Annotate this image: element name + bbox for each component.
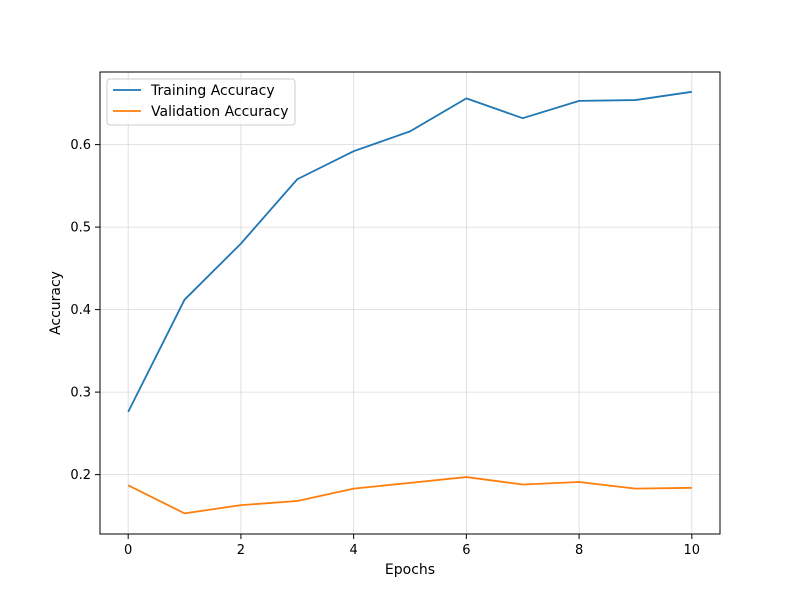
plot-area-frame xyxy=(99,71,721,535)
x-axis-label: Epochs xyxy=(385,562,435,578)
x-tick-label: 8 xyxy=(575,543,583,558)
legend-label-0: Training Accuracy xyxy=(150,83,275,99)
y-tick-label: 0.3 xyxy=(70,386,91,401)
legend-box xyxy=(106,78,296,126)
legend: Training Accuracy Validation Accuracy xyxy=(106,78,296,126)
x-tick-label: 4 xyxy=(349,543,357,558)
series-lines xyxy=(127,90,692,515)
y-axis-label: Accuracy xyxy=(48,271,64,335)
y-axis-ticks: 0.2 0.3 0.4 0.5 0.6 xyxy=(70,138,100,483)
legend-label-1: Validation Accuracy xyxy=(151,104,289,120)
x-tick-label: 10 xyxy=(684,543,701,558)
series-line-0 xyxy=(127,90,692,413)
y-tick-label: 0.6 xyxy=(70,138,91,153)
y-tick-label: 0.4 xyxy=(70,303,91,318)
y-tick-label: 0.5 xyxy=(70,221,91,236)
x-tick-label: 0 xyxy=(124,543,132,558)
series-line-1 xyxy=(127,476,692,515)
x-tick-label: 6 xyxy=(462,543,470,558)
y-tick-label: 0.2 xyxy=(70,468,91,483)
grid xyxy=(100,72,720,534)
x-tick-label: 2 xyxy=(237,543,245,558)
x-axis-ticks: 0 2 4 6 8 10 xyxy=(124,534,700,558)
